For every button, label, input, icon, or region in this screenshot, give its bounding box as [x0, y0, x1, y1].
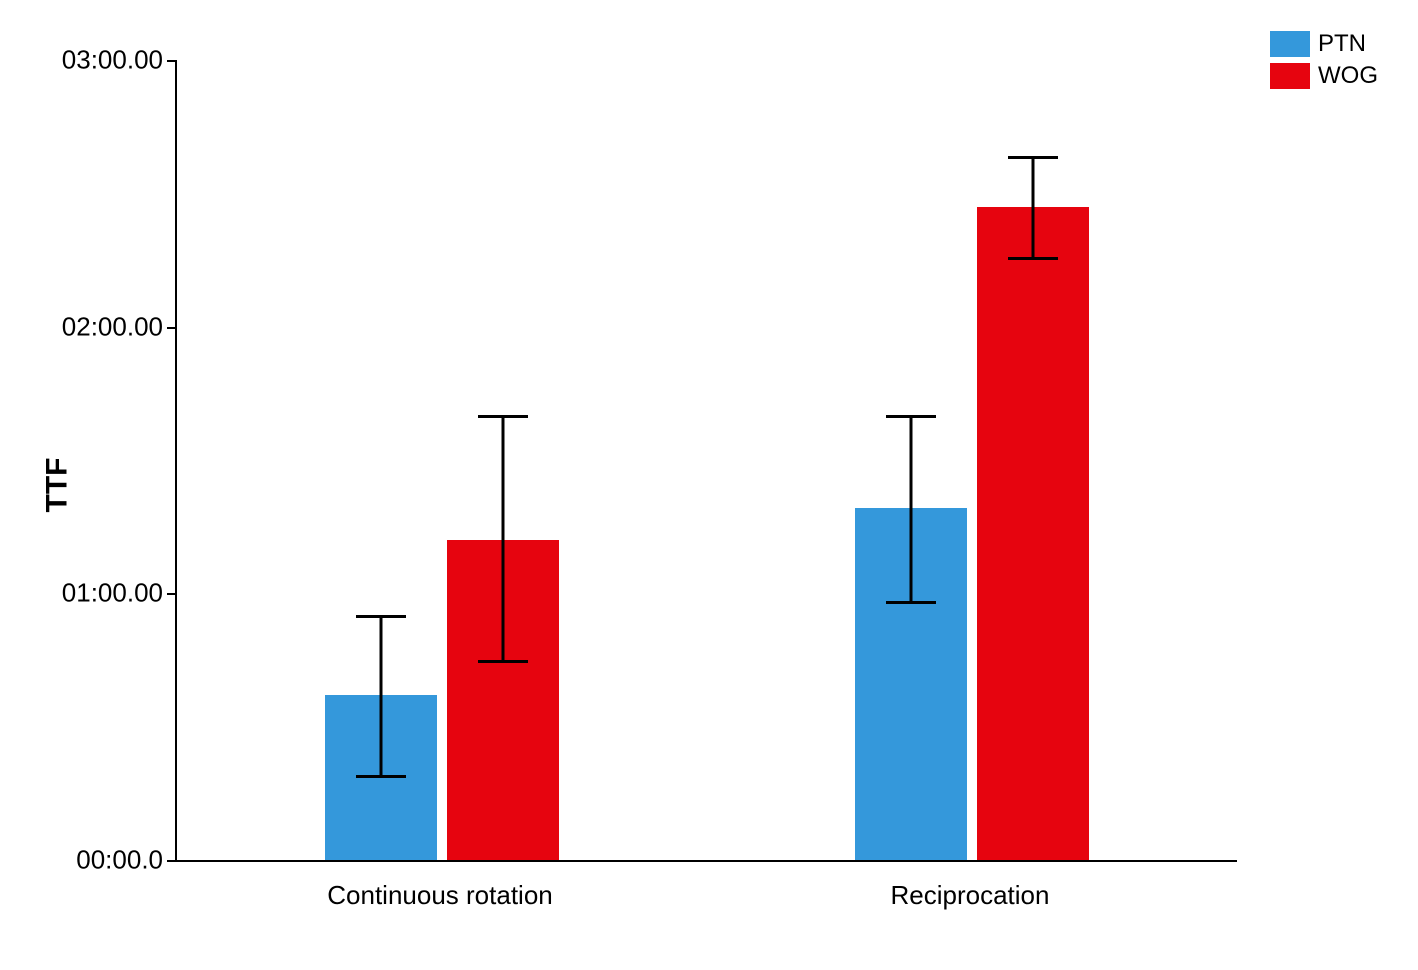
legend-label-ptn: PTN: [1318, 30, 1366, 58]
error-bar-cap: [356, 615, 406, 618]
y-tick-label: 00:00.0: [76, 845, 163, 876]
legend-item-ptn: PTN: [1270, 30, 1378, 58]
y-tick: [167, 593, 177, 595]
error-bar-cap: [886, 601, 936, 604]
y-tick: [167, 60, 177, 62]
error-bar-stem: [1031, 156, 1034, 257]
error-bar-cap: [1008, 156, 1058, 159]
error-bar-stem: [501, 415, 504, 660]
error-bar-cap: [886, 415, 936, 418]
legend-label-wog: WOG: [1318, 62, 1378, 90]
y-axis-label: TTF: [40, 458, 74, 513]
y-tick: [167, 860, 177, 862]
error-bar-stem: [910, 415, 913, 602]
bar: [977, 207, 1088, 860]
legend-swatch-wog: [1270, 63, 1310, 89]
y-tick: [167, 327, 177, 329]
legend-swatch-ptn: [1270, 31, 1310, 57]
y-tick-label: 01:00.00: [62, 578, 163, 609]
error-bar-cap: [1008, 257, 1058, 260]
legend: PTN WOG: [1270, 30, 1378, 94]
chart-container: TTF PTN WOG 00:00.0 01:00.00 02:00.00 03:00…: [0, 0, 1418, 970]
error-bar-cap: [478, 415, 528, 418]
y-tick-label: 02:00.00: [62, 311, 163, 342]
x-tick-label: Reciprocation: [891, 880, 1050, 911]
error-bar-cap: [356, 775, 406, 778]
error-bar-stem: [380, 615, 383, 775]
y-tick-label: 03:00.00: [62, 45, 163, 76]
legend-item-wog: WOG: [1270, 62, 1378, 90]
error-bar-cap: [478, 660, 528, 663]
plot-area: [175, 60, 1237, 862]
x-tick-label: Continuous rotation: [327, 880, 552, 911]
